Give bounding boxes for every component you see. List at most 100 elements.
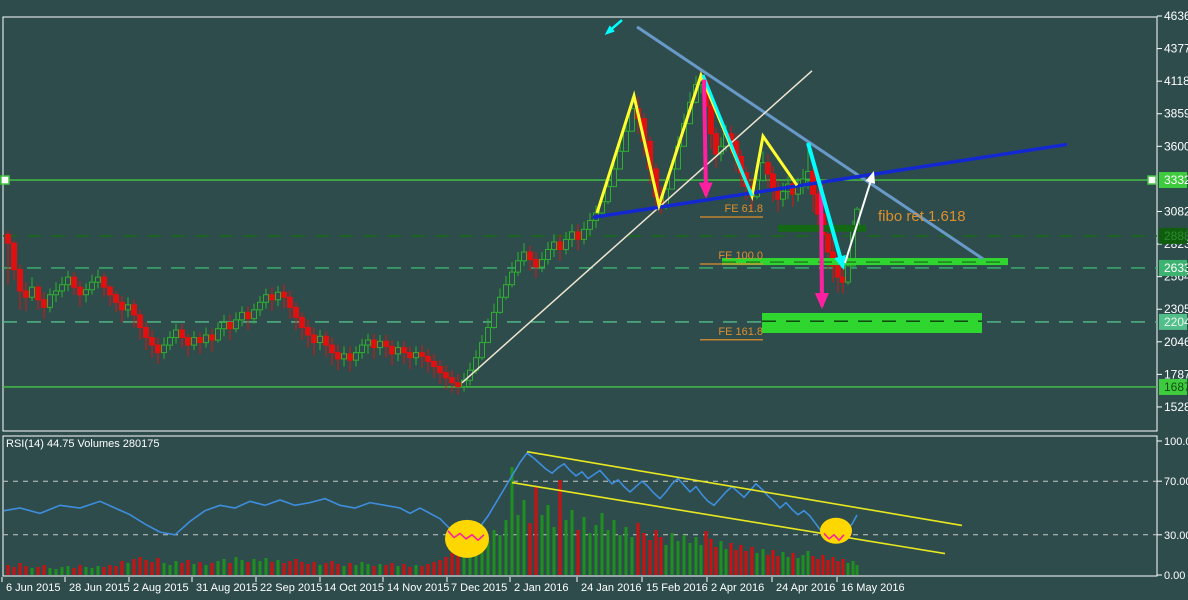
volume-bar: [432, 562, 436, 575]
volume-bar: [744, 551, 748, 575]
candle: [835, 265, 841, 278]
volume-bar: [816, 559, 820, 575]
cyan-leg: [701, 74, 754, 197]
volume-bar: [766, 555, 770, 575]
volume-bar: [761, 549, 765, 575]
volume-bar: [336, 564, 340, 575]
volume-bar: [654, 530, 658, 575]
candle: [281, 291, 287, 298]
volume-bar: [300, 562, 304, 575]
candle: [41, 299, 47, 308]
candle: [233, 319, 239, 330]
rsi-axis-label: 70.00: [1164, 476, 1188, 488]
volume-bar: [821, 555, 825, 575]
candle: [83, 289, 89, 296]
candle: [71, 276, 77, 288]
volume-bar: [474, 545, 478, 575]
candle: [395, 347, 401, 355]
fib-label-1000: FE 100.0: [718, 250, 763, 263]
price-badge-label: 2633: [1164, 261, 1188, 275]
volume-bar: [576, 530, 580, 575]
candle: [770, 173, 776, 189]
volume-bar: [18, 563, 22, 575]
rsi-axis-label: 30.00: [1164, 530, 1188, 542]
volume-bar: [138, 557, 142, 575]
volume-bar: [60, 567, 64, 575]
volume-bar: [582, 517, 586, 575]
price-axis-label: 2046: [1164, 335, 1188, 349]
candle: [569, 231, 575, 240]
fib-label-618: FE 61.8: [724, 202, 763, 215]
candle: [551, 241, 557, 250]
volume-bar: [676, 541, 680, 575]
candle: [167, 337, 173, 346]
candle: [197, 337, 203, 344]
volume-bar: [659, 537, 663, 575]
volume-bar: [66, 566, 70, 575]
volume-bar: [24, 566, 28, 575]
candle: [173, 329, 179, 339]
volume-bar: [498, 535, 502, 575]
fe100-zone: [722, 258, 1008, 266]
candle: [389, 345, 395, 355]
date-axis-label: 7 Dec 2015: [451, 582, 507, 594]
volume-bar: [606, 530, 610, 575]
candle: [419, 352, 425, 357]
candle: [805, 170, 811, 180]
volume-bar: [546, 505, 550, 575]
candle: [371, 339, 377, 349]
price-axis-badge: [1159, 172, 1187, 189]
volume-bar: [755, 553, 759, 575]
volume-bar: [699, 545, 703, 575]
candle: [455, 382, 461, 388]
candle: [545, 248, 551, 261]
date-axis-label: 22 Sep 2015: [260, 582, 322, 594]
candle: [708, 105, 714, 135]
volume-bar: [836, 561, 840, 575]
volume-bar: [306, 564, 310, 575]
candle: [53, 290, 59, 296]
candle: [239, 311, 245, 321]
price-badge-label: 2888: [1164, 229, 1188, 243]
candle: [311, 334, 317, 344]
volume-bar: [390, 563, 394, 575]
volume-bar: [811, 556, 815, 575]
volume-bar: [688, 543, 692, 575]
candle: [353, 352, 359, 361]
date-axis-label: 15 Feb 2016: [646, 582, 708, 594]
volume-bar: [771, 550, 775, 575]
candle: [587, 220, 593, 230]
candle: [413, 352, 419, 359]
candle: [407, 352, 413, 359]
date-axis-label: 24 Jan 2016: [581, 582, 642, 594]
candle: [65, 276, 71, 286]
volume-bar: [168, 565, 172, 575]
candle: [191, 337, 197, 346]
rsi-squiggle: [447, 530, 485, 542]
candle: [485, 326, 491, 344]
volume-bar: [324, 563, 328, 575]
volume-bar: [480, 537, 484, 575]
volume-bar: [330, 561, 334, 575]
candle: [257, 301, 263, 311]
date-axis-label: 2 Apr 2016: [711, 582, 764, 594]
projection-arrow-2: [814, 185, 829, 310]
candle: [47, 294, 53, 308]
candle: [365, 339, 371, 346]
volume-bar: [222, 559, 226, 575]
volume-bar: [174, 561, 178, 575]
volume-bar: [132, 559, 136, 575]
candle: [581, 228, 587, 240]
volume-bar: [216, 561, 220, 575]
candle: [293, 306, 299, 318]
volume-bar: [851, 561, 855, 575]
candle: [765, 162, 771, 175]
candle: [11, 242, 17, 271]
date-axis-label: 14 Oct 2015: [324, 582, 384, 594]
volume-bar: [636, 523, 640, 575]
candle: [287, 296, 293, 308]
volume-bar: [282, 563, 286, 575]
candle: [563, 238, 569, 250]
volume-bar: [624, 527, 628, 575]
